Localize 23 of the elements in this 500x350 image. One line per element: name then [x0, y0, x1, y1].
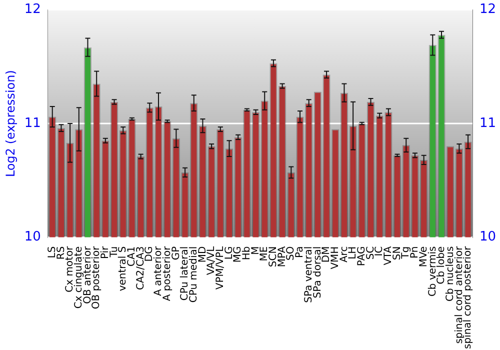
y-tick-label: 10	[24, 230, 41, 245]
x-tick-label: VPM/VPL	[214, 246, 226, 290]
x-tick-label: RS	[56, 246, 67, 260]
x-tick-label: Pa	[294, 246, 306, 258]
x-tick-label: Cb lobe	[436, 246, 448, 284]
x-tick-label: MVe	[418, 246, 430, 268]
y2-tick-label: 10	[479, 230, 496, 245]
x-tick-label: GP	[170, 246, 182, 260]
x-tick-label: DG	[144, 246, 156, 262]
y2-tick-label: 11	[479, 116, 496, 131]
x-tick-label: LS	[46, 246, 58, 258]
x-tick-label: Tg	[400, 246, 412, 260]
x-tick-label: OB posterior	[91, 245, 102, 310]
x-tick-label: A posterior	[162, 245, 173, 302]
x-tick-label: Cx cingulate	[73, 246, 84, 309]
x-tick-label: CPu medial	[188, 246, 200, 303]
y2-tick-label: 12	[479, 2, 496, 18]
y-axis-title: Log2 (expression)	[3, 70, 18, 178]
x-tick-label: VMH	[330, 246, 341, 270]
y-tick-label: 12	[24, 2, 41, 18]
x-tick-label: spinal cord posterior	[462, 245, 474, 350]
x-tick-label: PAG	[356, 246, 368, 266]
y-tick-label: 11	[24, 116, 41, 131]
